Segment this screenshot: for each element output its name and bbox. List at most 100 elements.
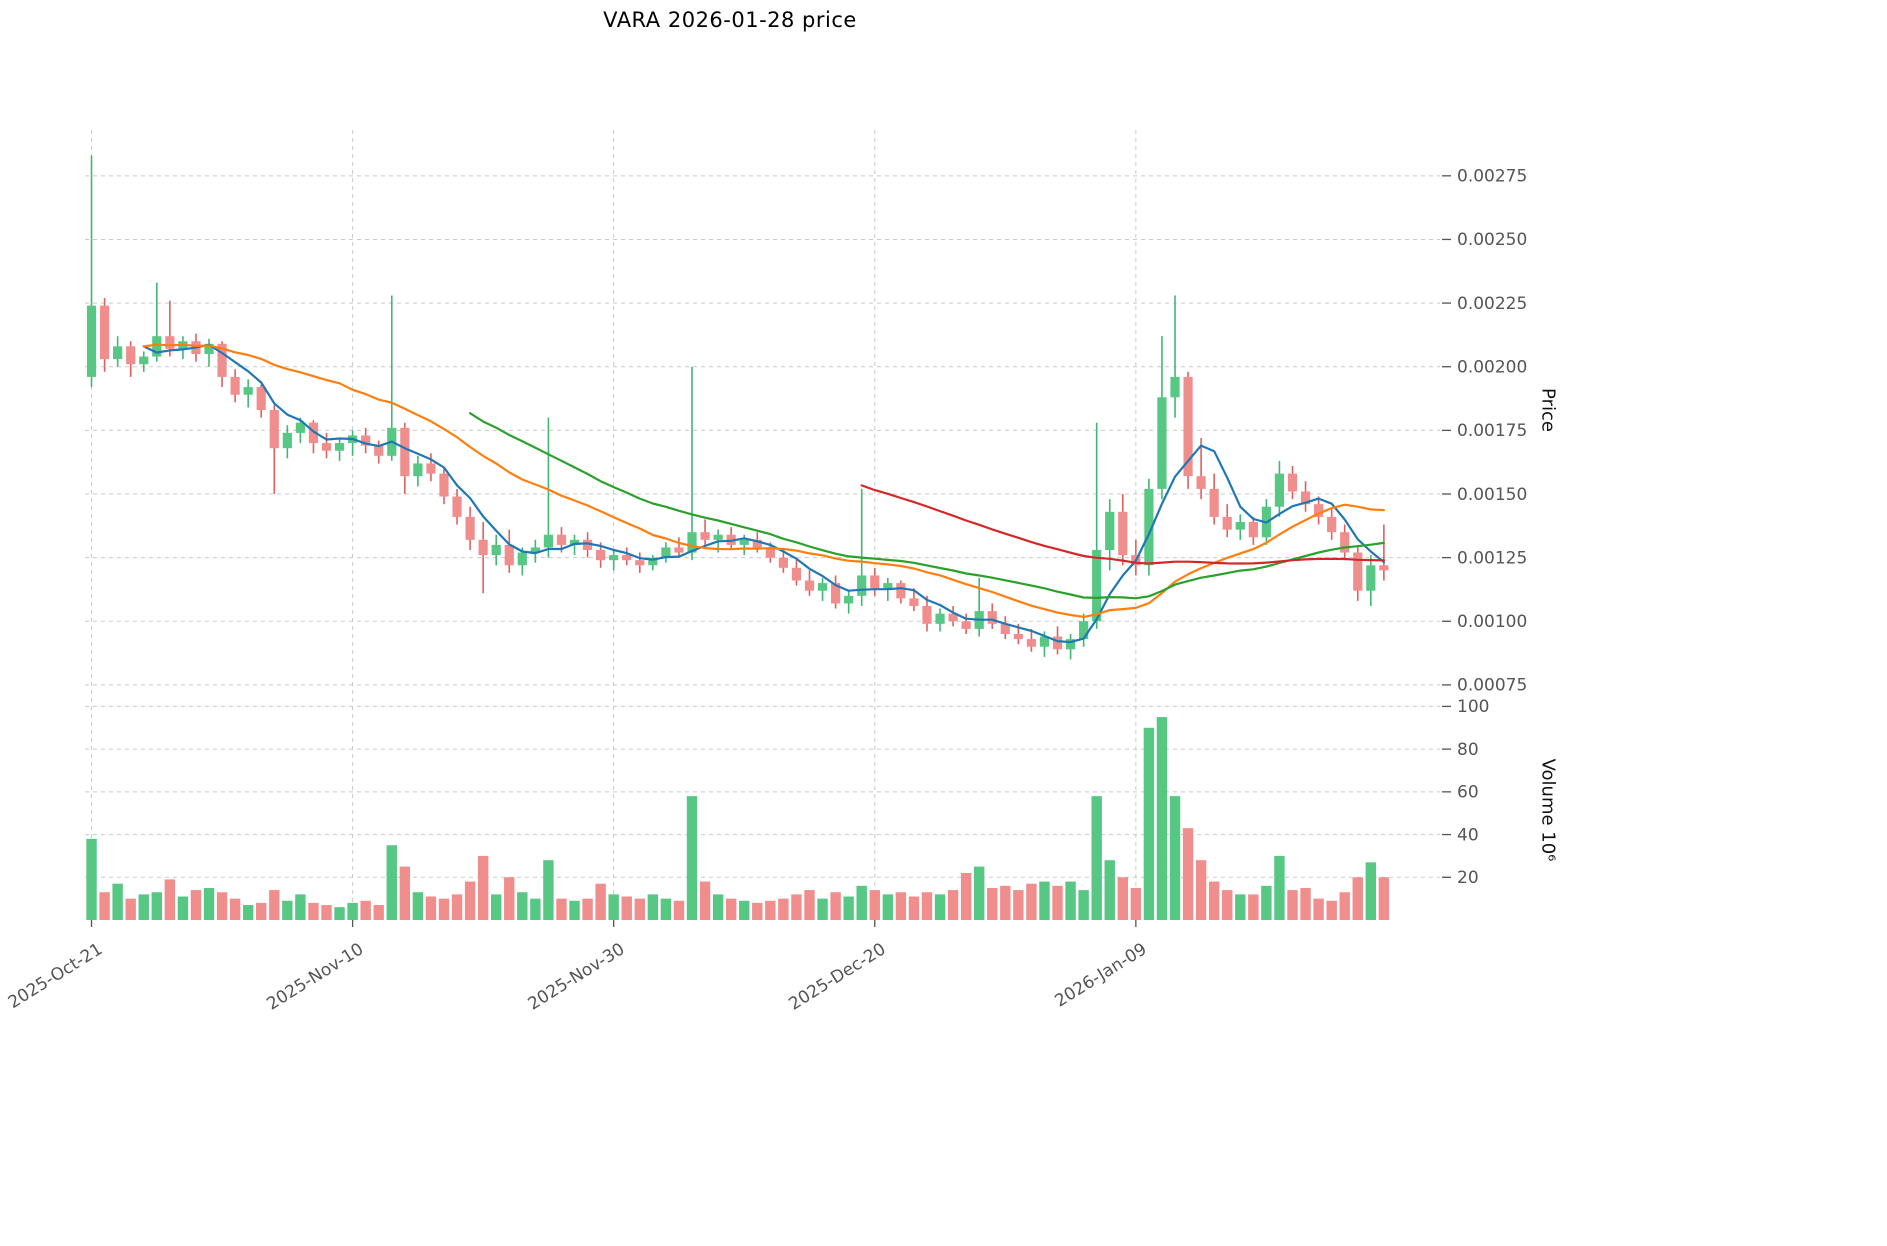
candle-body	[1118, 511, 1128, 556]
volume-bar	[1195, 860, 1207, 920]
candle-body	[426, 463, 436, 474]
date-tick-label: 2025-Nov-10	[263, 939, 367, 1014]
candles	[86, 155, 1389, 660]
candle-body	[844, 595, 854, 604]
volume-bar	[582, 898, 593, 920]
candle-body	[1196, 476, 1206, 489]
candle-body	[204, 343, 214, 354]
candle-body	[791, 567, 802, 581]
candle-body	[948, 613, 958, 622]
candle-body	[321, 443, 332, 451]
volume-bar	[752, 902, 763, 920]
volume-bar	[229, 898, 241, 920]
volume-bar	[921, 892, 933, 920]
candle-body	[1366, 565, 1376, 591]
ma-slow-line	[469, 412, 1386, 600]
candle-body	[1353, 552, 1363, 591]
candle-body	[165, 336, 175, 349]
volume-bar	[477, 855, 489, 920]
candle-body	[1300, 491, 1311, 505]
candle-body	[713, 534, 723, 540]
volume-bar	[1208, 881, 1220, 920]
volume-bar	[399, 866, 411, 920]
candle-body	[857, 575, 867, 596]
volume-bar	[112, 883, 123, 920]
candle-body	[635, 560, 645, 566]
volume-bar	[321, 905, 332, 920]
candle-body	[831, 583, 841, 604]
candle-body	[700, 532, 710, 540]
volume-bar	[947, 890, 959, 920]
volume-bar	[543, 860, 554, 920]
price-tick-label: 0.00150	[1457, 485, 1527, 505]
volume-bar	[1156, 717, 1168, 920]
volume-bar	[282, 900, 293, 920]
candle-body	[1248, 522, 1258, 538]
volume-bar	[765, 900, 776, 920]
candle-body	[465, 516, 475, 540]
candle-body	[86, 305, 97, 377]
volume-bar	[791, 894, 802, 920]
date-tick-label: 2025-Nov-30	[525, 939, 629, 1014]
volume-bar	[1143, 727, 1155, 920]
price-tick-label: 0.00275	[1457, 167, 1527, 187]
volume-bar	[725, 898, 737, 920]
volume-bar	[86, 838, 97, 920]
volume-bar	[660, 898, 672, 920]
volume-bar	[216, 892, 228, 920]
date-tick-label: 2025-Dec-20	[785, 939, 889, 1014]
volume-bar	[1182, 828, 1194, 920]
candle-body	[152, 336, 162, 357]
candle-body	[1105, 511, 1115, 550]
candle-body	[439, 473, 449, 497]
volume-bar	[151, 892, 162, 920]
volume-bar	[608, 894, 619, 920]
volume-bar	[686, 796, 698, 920]
candle-body	[596, 550, 606, 561]
candle-body	[883, 583, 893, 589]
date-tick-label: 2025-Oct-21	[5, 939, 106, 1013]
candle-body	[361, 435, 371, 446]
volume-bar	[347, 902, 358, 920]
volume-bar	[1300, 887, 1311, 920]
candle-body	[230, 376, 240, 395]
candle-body	[374, 445, 384, 456]
volume-bar	[334, 907, 345, 920]
volume-bar	[699, 881, 711, 920]
candle-body	[752, 539, 762, 548]
candle-body	[556, 534, 567, 545]
volume-bar	[373, 905, 384, 920]
volume-bar	[99, 892, 110, 920]
candle-body	[1013, 634, 1023, 640]
candle-body	[622, 555, 632, 561]
volume-bar	[556, 898, 567, 920]
candle-body	[1039, 636, 1050, 647]
volume-tick-label: 60	[1457, 783, 1479, 803]
candle-body	[1313, 504, 1324, 517]
volume-bar	[177, 896, 189, 920]
ma-long-line	[860, 484, 1386, 565]
volume-bars	[86, 717, 1390, 920]
volume-bar	[1000, 885, 1011, 920]
volume-bar	[882, 894, 894, 920]
candle-body	[256, 387, 266, 410]
candle-body	[530, 547, 540, 553]
volume-bar	[1352, 877, 1363, 920]
candle-body	[817, 583, 828, 591]
candle-body	[308, 422, 319, 444]
candle-body	[517, 552, 527, 566]
candle-body	[334, 443, 345, 451]
volume-bar	[530, 898, 541, 920]
volume-bar	[621, 896, 632, 920]
candle-body	[543, 534, 554, 548]
volume-bar	[438, 898, 450, 920]
candle-body	[569, 539, 580, 545]
volume-bar	[190, 890, 202, 920]
volume-bar	[1378, 877, 1390, 920]
volume-bar	[895, 892, 907, 920]
candle-body	[113, 346, 123, 360]
price-tick-label: 0.00100	[1457, 612, 1527, 632]
candle-body	[1379, 565, 1389, 571]
volume-bar	[1078, 890, 1089, 920]
volume-bar	[1313, 898, 1324, 920]
